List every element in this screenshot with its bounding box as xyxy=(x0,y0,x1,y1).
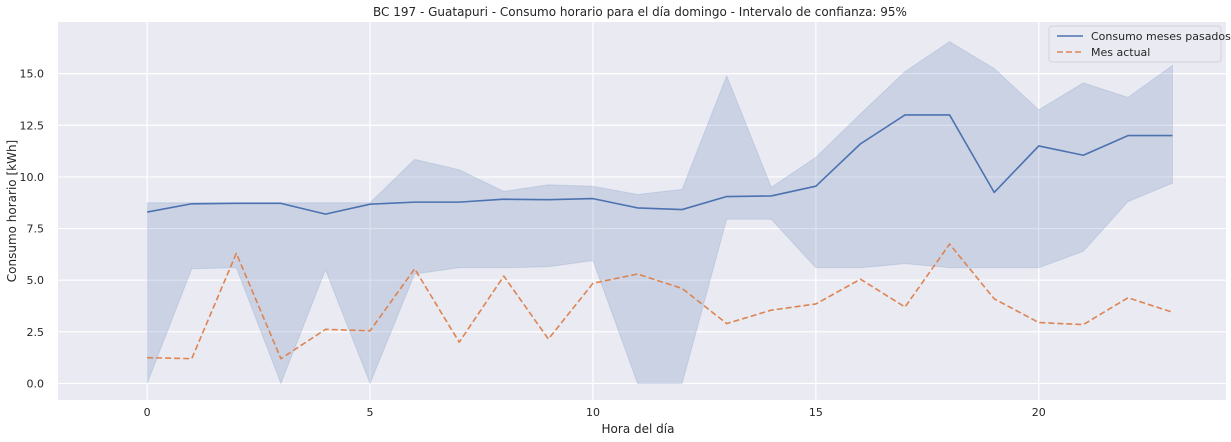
x-tick-label: 10 xyxy=(586,406,600,419)
x-tick-label: 0 xyxy=(144,406,151,419)
y-tick-label: 5.0 xyxy=(27,274,45,287)
legend-box xyxy=(1048,25,1222,63)
y-tick-label: 7.5 xyxy=(27,223,45,236)
legend: Consumo meses pasados Mes actual xyxy=(1048,25,1231,63)
plot-area xyxy=(58,22,1226,400)
y-axis-label: Consumo horario [kWh] xyxy=(5,140,19,282)
confidence-interval-band xyxy=(146,41,1173,385)
legend-label: Consumo meses pasados xyxy=(1091,30,1231,43)
series-line-consumo-meses-pasados xyxy=(147,114,1173,215)
legend-label: Mes actual xyxy=(1091,46,1150,59)
y-axis-ticks: 0.0 2.5 5.0 7.5 10.0 12.5 15.0 xyxy=(20,68,45,391)
x-tick-label: 20 xyxy=(1032,406,1046,419)
x-axis-ticks: 0 5 10 15 20 xyxy=(144,406,1046,419)
chart-title: BC 197 - Guatapuri - Consumo horario par… xyxy=(373,5,907,19)
x-axis-label: Hora del día xyxy=(602,422,675,436)
y-tick-label: 15.0 xyxy=(20,68,45,81)
x-tick-label: 15 xyxy=(809,406,823,419)
y-tick-label: 0.0 xyxy=(27,377,45,390)
grid xyxy=(58,22,1226,400)
x-tick-label: 5 xyxy=(367,406,374,419)
y-tick-label: 2.5 xyxy=(27,326,45,339)
series-line-mes-actual xyxy=(147,243,1173,360)
y-tick-label: 10.0 xyxy=(20,171,45,184)
series-lines xyxy=(147,114,1173,360)
y-tick-label: 12.5 xyxy=(20,119,45,132)
confidence-band xyxy=(146,41,1173,385)
